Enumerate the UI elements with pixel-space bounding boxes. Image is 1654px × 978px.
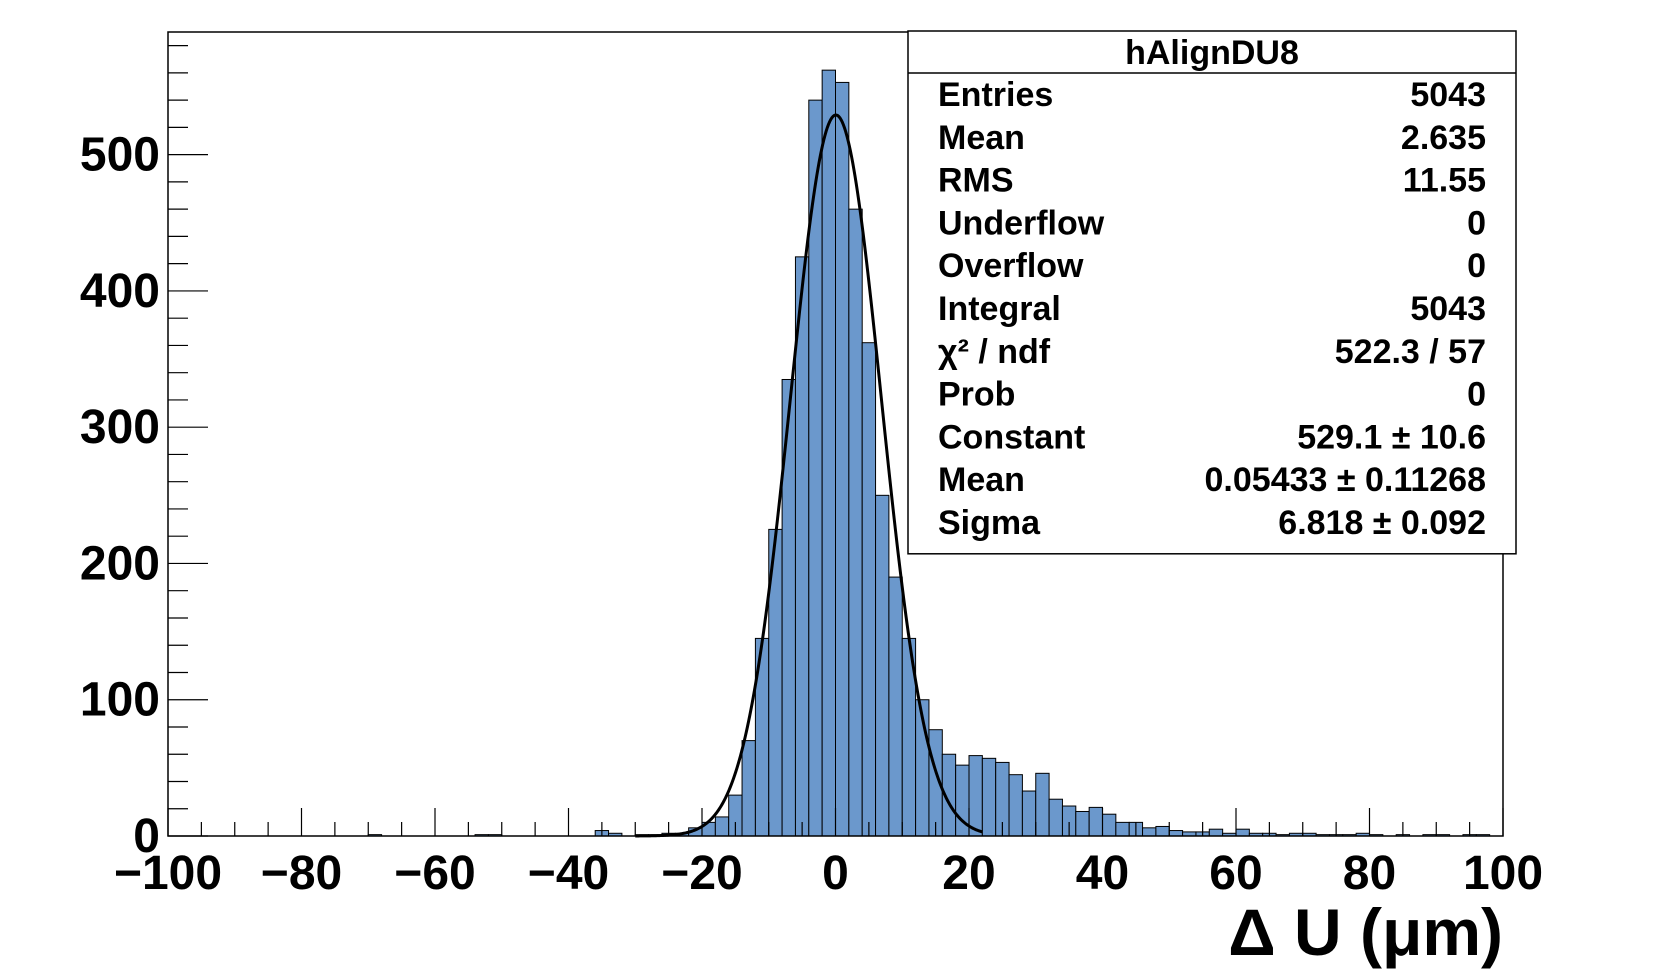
histogram-bar bbox=[1088, 806, 1104, 837]
x-tick-label: 60 bbox=[1209, 847, 1262, 900]
stats-box-title: hAlignDU8 bbox=[1125, 34, 1299, 72]
y-tick-label: 300 bbox=[80, 401, 160, 454]
stats-row-value: 6.818 ± 0.092 bbox=[1278, 504, 1486, 542]
histogram-bar bbox=[1102, 813, 1117, 837]
histogram-bar bbox=[1168, 830, 1184, 837]
histogram-bar bbox=[1142, 827, 1157, 837]
stats-box-frame bbox=[907, 30, 1517, 555]
y-tick-label: 400 bbox=[80, 265, 160, 318]
x-tick-label: 0 bbox=[822, 847, 849, 900]
x-axis: −100 −80 −60 −40 −20 0 20 40 60 80 100 bbox=[114, 808, 1543, 900]
stats-row-label: Integral bbox=[938, 290, 1061, 328]
y-tick-label: 200 bbox=[80, 537, 160, 590]
stats-row-label: Entries bbox=[938, 76, 1053, 114]
stats-row-label: χ² / ndf bbox=[938, 333, 1051, 371]
stats-row-label: Mean bbox=[938, 119, 1025, 157]
y-axis: 0 100 200 300 400 500 bbox=[80, 45, 208, 863]
histogram-bar bbox=[875, 494, 890, 837]
histogram-bar bbox=[1008, 774, 1023, 837]
stats-row-label: Overflow bbox=[938, 247, 1084, 285]
stats-row-label: Constant bbox=[938, 418, 1085, 456]
histogram-bars bbox=[367, 69, 1491, 837]
stats-row-label: Prob bbox=[938, 376, 1015, 414]
histogram-bar bbox=[981, 757, 997, 837]
histogram-bar bbox=[888, 576, 903, 837]
stats-row-label: Mean bbox=[938, 461, 1025, 499]
histogram-bar bbox=[1048, 798, 1063, 837]
x-tick-label: 20 bbox=[942, 847, 995, 900]
histogram-bar bbox=[741, 740, 756, 837]
gaussian-fit-curve bbox=[635, 113, 983, 838]
stats-row-value: 0.05433 ± 0.11268 bbox=[1205, 461, 1486, 499]
stats-row-value: 0 bbox=[1467, 204, 1486, 242]
histogram-bar bbox=[1035, 772, 1050, 837]
y-tick-label: 500 bbox=[80, 129, 160, 182]
stats-row-label: RMS bbox=[938, 162, 1014, 200]
x-tick-label: −100 bbox=[114, 847, 222, 900]
histogram-bar bbox=[848, 208, 863, 837]
histogram-bar bbox=[835, 81, 850, 837]
x-tick-label: −20 bbox=[661, 847, 742, 900]
histogram-bar bbox=[1208, 828, 1224, 837]
stats-row-value: 5043 bbox=[1410, 290, 1486, 328]
histogram-bar bbox=[861, 342, 877, 837]
stats-row-value: 11.55 bbox=[1403, 162, 1486, 200]
histogram-bar bbox=[1155, 825, 1170, 837]
histogram-bar bbox=[1115, 821, 1130, 837]
stats-row-value: 0 bbox=[1467, 247, 1486, 285]
stats-row-label: Underflow bbox=[938, 204, 1105, 242]
x-tick-label: −80 bbox=[261, 847, 342, 900]
histogram-bar bbox=[821, 69, 837, 837]
x-tick-label: 100 bbox=[1463, 847, 1543, 900]
stats-row-value: 522.3 / 57 bbox=[1335, 333, 1486, 371]
histogram-bar bbox=[968, 755, 983, 837]
y-tick-label: 0 bbox=[133, 810, 160, 863]
x-tick-label: −60 bbox=[394, 847, 475, 900]
histogram-bar bbox=[1021, 790, 1037, 837]
stats-row-value: 529.1 ± 10.6 bbox=[1297, 418, 1486, 456]
x-axis-title: Δ U (μm) bbox=[1228, 895, 1503, 969]
histogram-bar bbox=[1235, 828, 1250, 837]
y-tick-label: 100 bbox=[80, 674, 160, 727]
stats-row-value: 5043 bbox=[1410, 76, 1486, 114]
x-tick-label: −40 bbox=[528, 847, 609, 900]
stats-box: hAlignDU8 Entries 5043 Mean 2.635 RMS 11.55 Und… bbox=[907, 30, 1517, 555]
histogram-bar bbox=[1075, 810, 1090, 837]
histogram-bar bbox=[714, 816, 730, 837]
x-tick-label: 80 bbox=[1343, 847, 1396, 900]
x-tick-label: 40 bbox=[1076, 847, 1129, 900]
stats-row-label: Sigma bbox=[938, 504, 1041, 542]
stats-row-value: 0 bbox=[1467, 376, 1486, 414]
stats-row-value: 2.635 bbox=[1401, 119, 1486, 157]
